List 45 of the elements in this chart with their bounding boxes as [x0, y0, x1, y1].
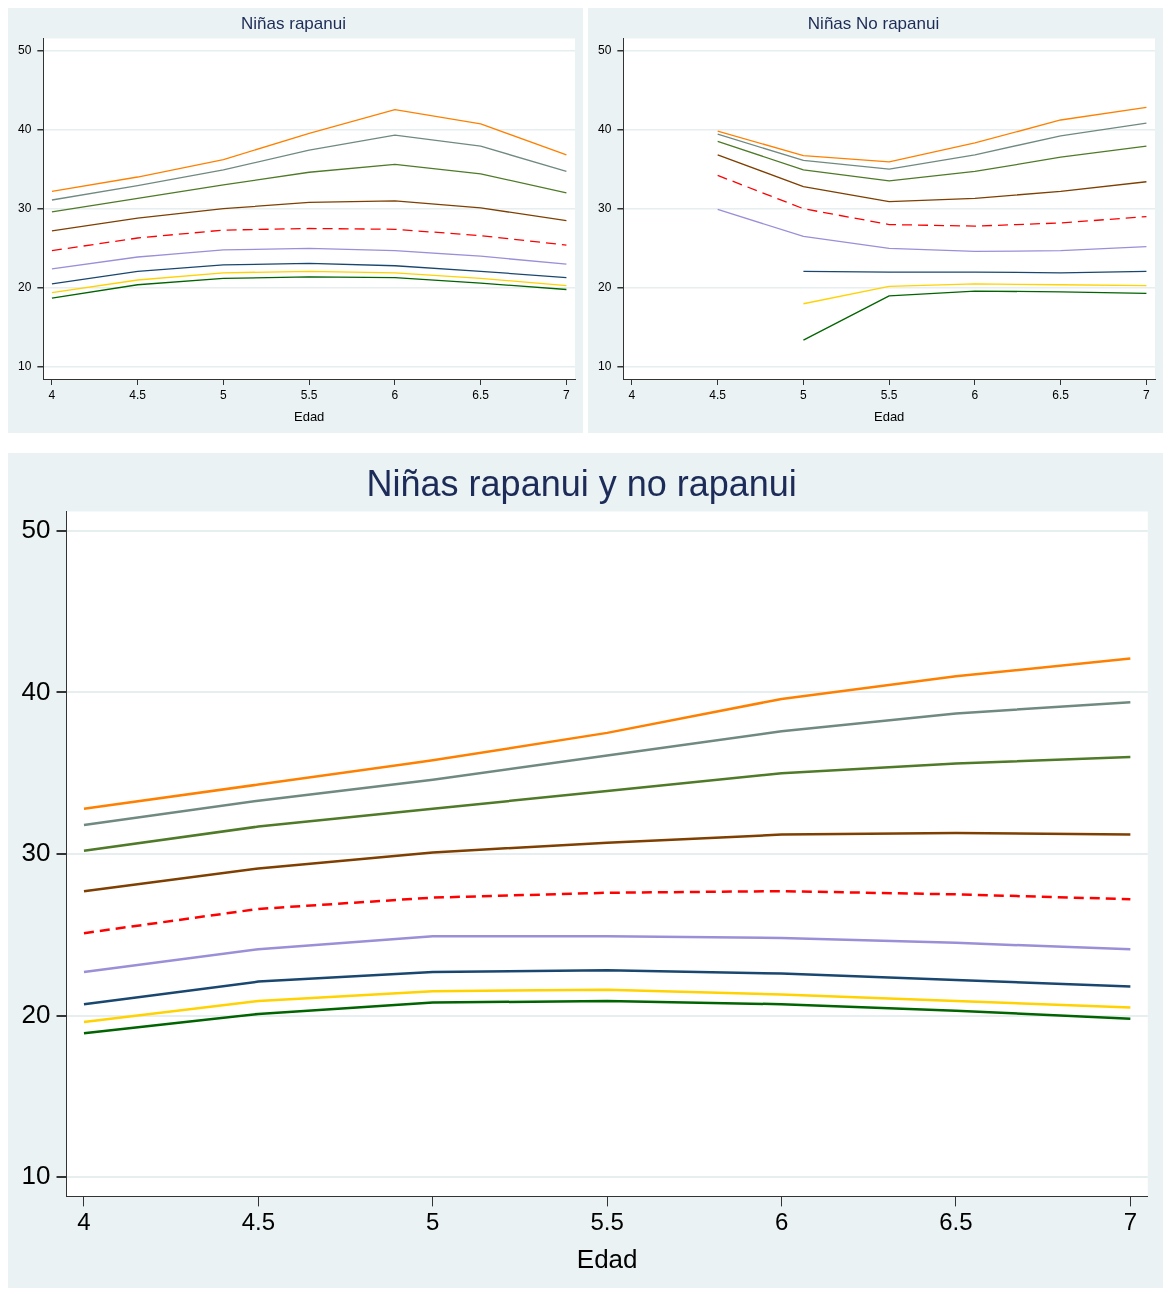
x-axis-title: Edad: [576, 1243, 638, 1274]
chart-title: Niñas No rapanui: [807, 13, 940, 33]
y-tick-label: 20: [17, 280, 32, 295]
y-tick-label: 20: [21, 998, 51, 1029]
line-series: [51, 227, 568, 252]
y-tick-label: 50: [17, 42, 32, 57]
x-tick-label: 7: [1123, 1208, 1138, 1236]
y-tick-label: 10: [597, 359, 612, 374]
line-series: [82, 889, 1132, 935]
x-tick-label: 5: [426, 1208, 440, 1236]
y-tick-label: 40: [21, 675, 51, 706]
x-tick-label: 4.5: [241, 1208, 276, 1236]
x-tick-label: 4: [77, 1208, 91, 1236]
x-tick-label: 5.5: [590, 1208, 624, 1236]
y-tick-label: 30: [21, 837, 51, 868]
x-tick-label: 4.5: [709, 387, 727, 402]
x-tick-label: 5.5: [300, 387, 318, 402]
x-tick-label: 6: [391, 387, 399, 402]
y-tick-label: 20: [597, 280, 612, 295]
x-tick-label: 4: [48, 387, 56, 402]
y-tick-label: 50: [597, 42, 612, 57]
x-tick-label: 5.5: [880, 387, 898, 402]
y-tick-label: 10: [17, 359, 32, 374]
y-tick-label: 30: [17, 201, 32, 216]
x-tick-label: 5: [800, 387, 808, 402]
x-tick-label: 7: [1143, 387, 1151, 402]
x-axis-title: Edad: [873, 408, 905, 424]
x-axis-title: Edad: [293, 408, 325, 424]
x-tick-label: 5: [220, 387, 228, 402]
y-tick-label: 40: [597, 121, 612, 136]
y-tick-label: 40: [17, 121, 32, 136]
x-tick-label: 6.5: [1052, 387, 1070, 402]
y-tick-label: 30: [597, 201, 612, 216]
y-tick-label: 50: [21, 514, 51, 545]
chart-title: Niñas rapanui y no rapanui: [366, 462, 797, 504]
x-tick-label: 6: [971, 387, 979, 402]
chart-title: Niñas rapanui: [241, 13, 346, 33]
x-tick-label: 6: [774, 1208, 789, 1236]
x-tick-label: 6.5: [939, 1208, 973, 1236]
x-tick-label: 4: [628, 387, 636, 402]
x-tick-label: 6.5: [472, 387, 490, 402]
line-series: [717, 174, 1148, 227]
x-tick-label: 7: [563, 387, 571, 402]
y-tick-label: 10: [21, 1160, 51, 1191]
x-tick-label: 4.5: [129, 387, 147, 402]
